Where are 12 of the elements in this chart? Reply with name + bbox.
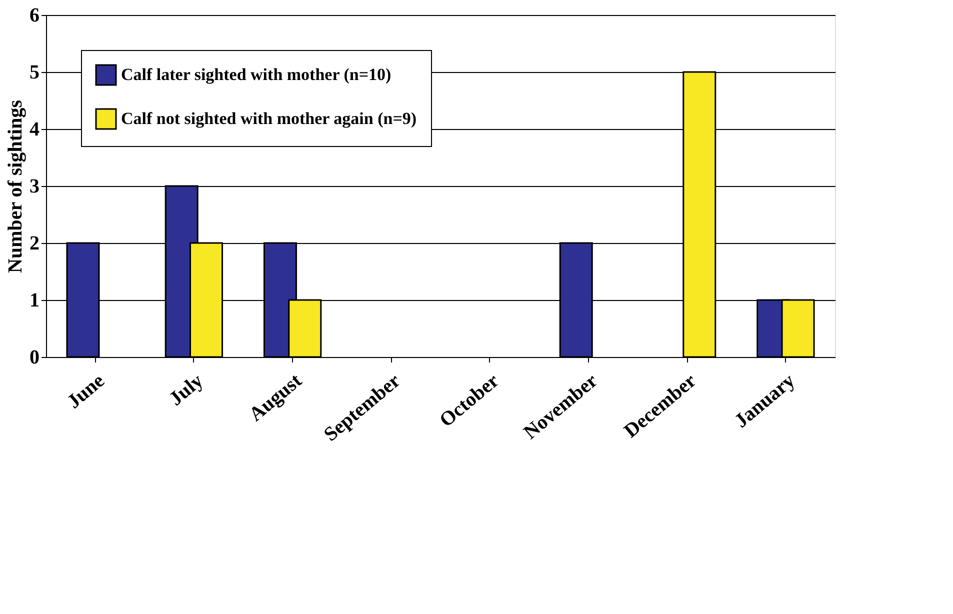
- y-tick-label: 1: [30, 290, 40, 312]
- y-tick-label: 2: [30, 232, 40, 254]
- x-tick-label: June: [63, 370, 109, 414]
- legend-label: Calf not sighted with mother again (n=9): [121, 109, 417, 128]
- y-tick-label: 6: [30, 4, 40, 26]
- x-tick-label: July: [165, 370, 208, 410]
- y-tick-label: 0: [30, 346, 40, 368]
- y-axis-title: Number of sightings: [4, 100, 26, 273]
- legend-label: Calf later sighted with mother (n=10): [121, 65, 392, 84]
- y-tick-label: 3: [30, 176, 40, 198]
- y-tick-label: 4: [30, 118, 40, 140]
- y-tick-label: 5: [30, 62, 40, 84]
